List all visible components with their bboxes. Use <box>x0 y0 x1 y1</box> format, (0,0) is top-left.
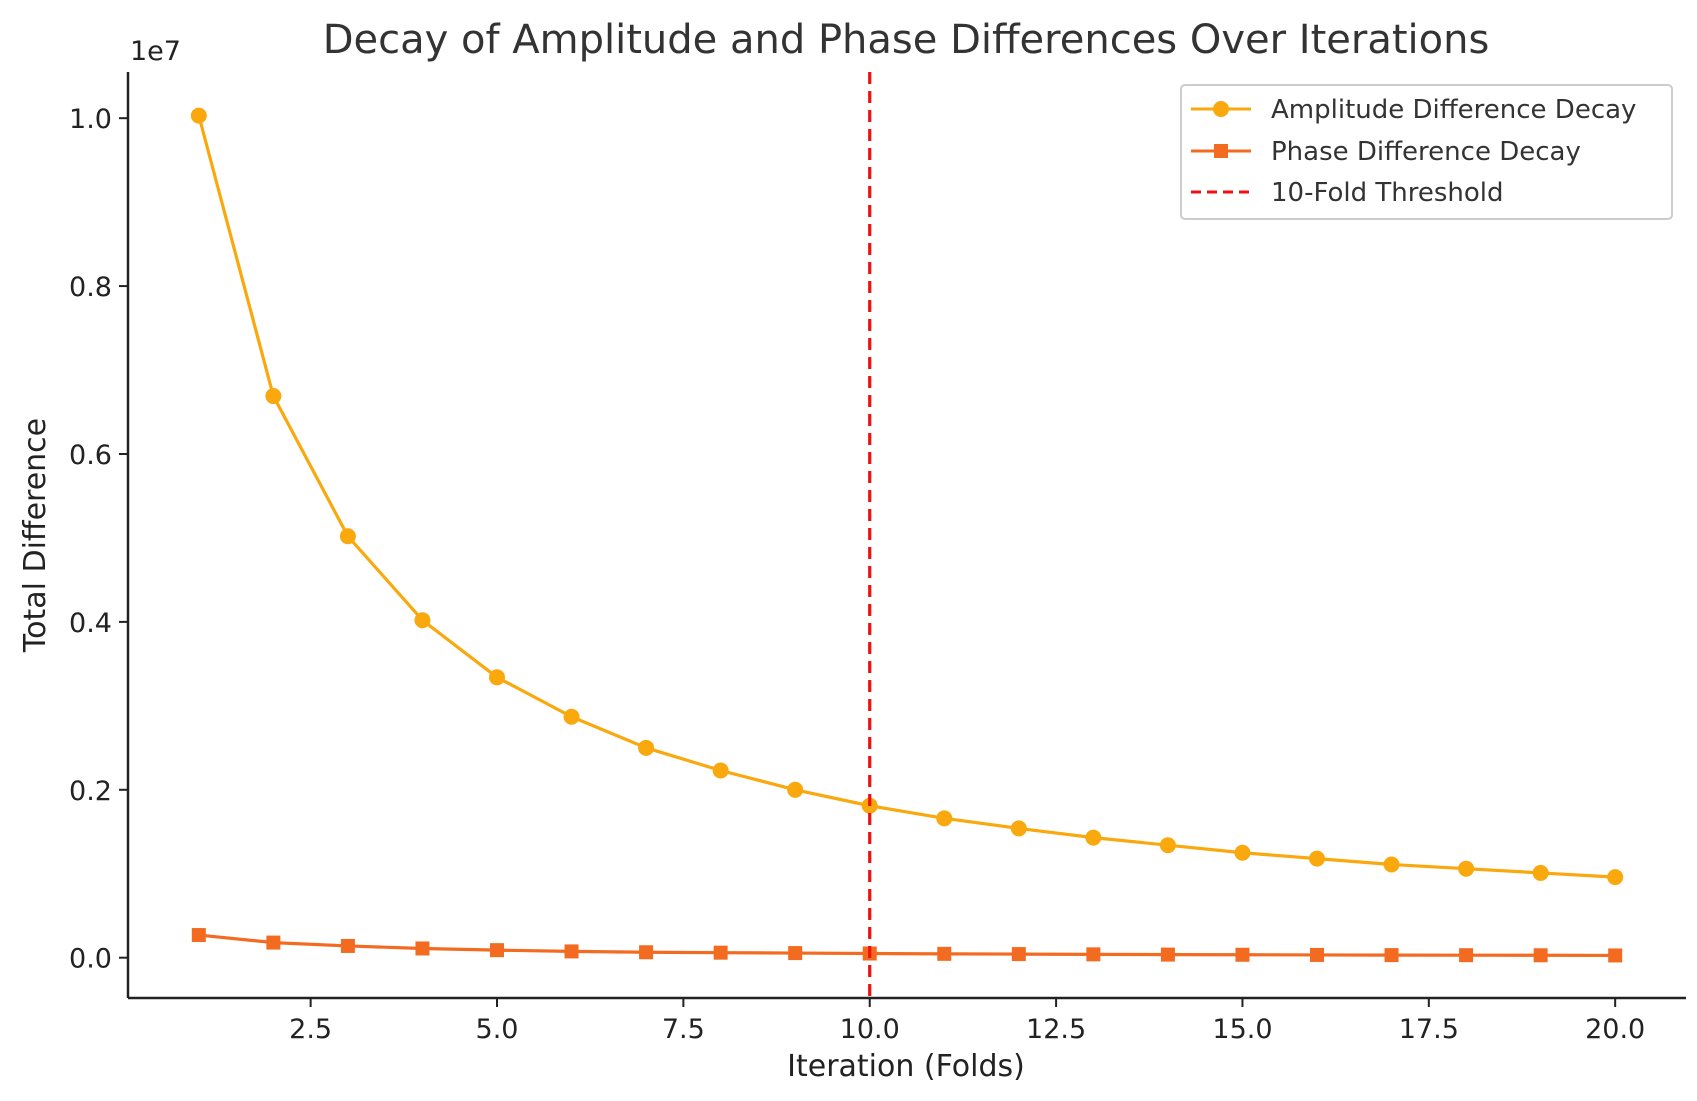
data-point <box>1310 947 1324 962</box>
y-tick-label: 0.4 <box>69 608 112 639</box>
data-point <box>1235 947 1250 962</box>
data-point <box>414 612 431 629</box>
x-tick-label: 5.0 <box>476 1014 519 1045</box>
x-tick-label: 10.0 <box>840 1014 900 1045</box>
x-tick-label: 12.5 <box>1026 1014 1086 1045</box>
y-tick-label: 1.0 <box>69 104 112 135</box>
data-point <box>638 739 655 756</box>
series-line <box>198 933 1616 958</box>
data-point <box>712 762 729 779</box>
data-point <box>1533 948 1548 963</box>
x-tick-label: 17.5 <box>1399 1014 1459 1045</box>
data-point <box>490 943 504 958</box>
data-point <box>1532 864 1549 881</box>
data-point <box>190 107 207 124</box>
x-tick-label: 15.0 <box>1212 1014 1272 1045</box>
data-point <box>936 810 953 827</box>
data-point <box>1458 860 1475 877</box>
y-tick-label: 0.6 <box>69 440 112 471</box>
legend-marker-phase <box>1214 144 1228 158</box>
data-point <box>1160 947 1175 962</box>
data-point <box>1459 948 1474 963</box>
legend-label-amplitude: Amplitude Difference Decay <box>1271 95 1636 125</box>
legend-marker-amplitude <box>1213 101 1229 117</box>
data-point <box>639 945 654 960</box>
plot-area <box>190 72 1624 998</box>
y-scale-note: 1e7 <box>130 36 181 67</box>
data-point <box>1607 869 1624 886</box>
data-point <box>1383 856 1400 873</box>
series-line <box>197 115 1616 879</box>
data-point <box>489 669 505 686</box>
legend-label-threshold: 10-Fold Threshold <box>1271 178 1504 208</box>
data-point <box>787 781 804 798</box>
data-point <box>563 708 580 725</box>
data-point <box>1384 948 1399 963</box>
legend-entry-phase: Phase Difference Decay <box>1191 137 1581 167</box>
data-point <box>339 528 356 545</box>
data-point <box>788 946 803 961</box>
legend-label-phase: Phase Difference Decay <box>1271 137 1581 167</box>
data-point <box>340 938 355 953</box>
legend-entry-threshold: 10-Fold Threshold <box>1191 178 1504 208</box>
y-tick-label: 0.2 <box>69 776 112 807</box>
axes <box>126 72 1686 1000</box>
data-point <box>266 935 281 950</box>
data-point <box>265 388 282 405</box>
data-point <box>1159 837 1176 854</box>
data-point <box>564 944 579 959</box>
x-tick-label: 7.5 <box>662 1014 705 1045</box>
x-tick-label: 20.0 <box>1585 1014 1645 1045</box>
series-phase <box>191 928 1623 963</box>
data-point <box>937 946 952 961</box>
data-point <box>1011 947 1026 962</box>
data-point <box>713 945 728 960</box>
data-point <box>1608 948 1623 963</box>
data-point <box>1010 820 1027 837</box>
chart-title: Decay of Amplitude and Phase Differences… <box>323 17 1490 63</box>
x-tick-label: 2.5 <box>289 1014 332 1045</box>
y-ticks: 0.0 0.2 0.4 0.6 0.8 1.0 <box>69 104 128 975</box>
data-point <box>1234 844 1251 861</box>
x-ticks: 2.5 5.0 7.5 10.0 12.5 15.0 17.5 20.0 <box>289 998 1645 1045</box>
data-point <box>191 928 206 943</box>
data-point <box>1085 829 1102 846</box>
data-point <box>1309 850 1325 867</box>
y-tick-label: 0.8 <box>69 272 112 303</box>
data-point <box>415 941 430 956</box>
legend: Amplitude Difference Decay Phase Differe… <box>1180 84 1673 220</box>
y-tick-label: 0.0 <box>69 944 112 975</box>
legend-frame <box>1180 84 1673 220</box>
legend-entry-amplitude: Amplitude Difference Decay <box>1191 95 1636 125</box>
x-axis-label: Iteration (Folds) <box>787 1049 1025 1084</box>
y-axis-label: Total Difference <box>18 418 53 653</box>
series-amplitude <box>190 107 1624 886</box>
data-point <box>1086 947 1101 962</box>
